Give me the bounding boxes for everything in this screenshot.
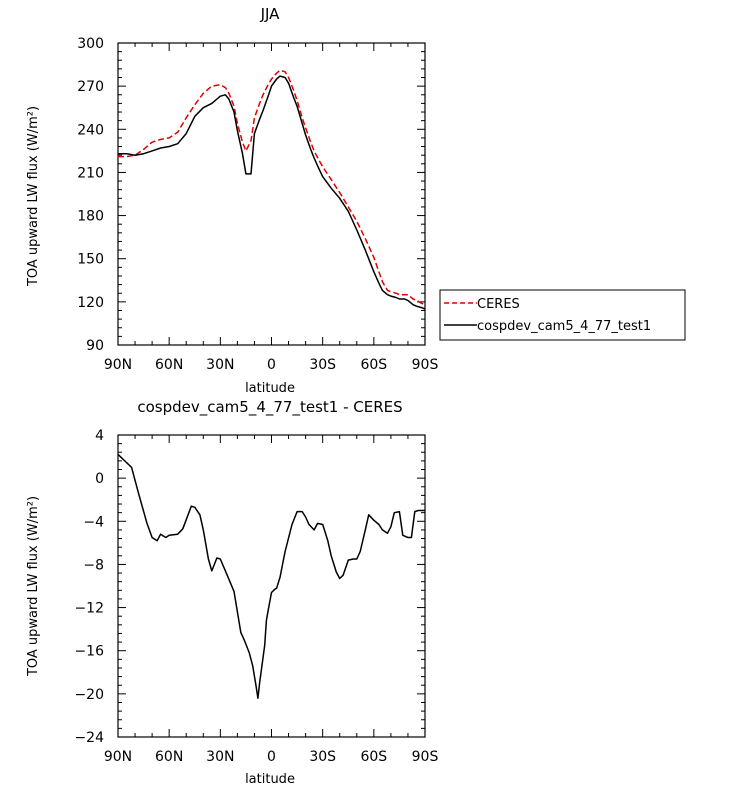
- top-y-tick-label: 180: [77, 209, 104, 225]
- bottom-y-tick-labels: −24 −20 −16 −12 −8 −4 0 4: [74, 428, 104, 746]
- top-y-tick-label: 90: [86, 338, 104, 354]
- bottom-y-tick-label: 0: [95, 471, 104, 487]
- bottom-x-tick-label: 0: [267, 749, 276, 765]
- top-x-tick-label: 60N: [155, 357, 183, 373]
- bottom-y-tick-label: −4: [83, 514, 104, 530]
- top-x-tick-labels: 90N 60N 30N 0 30S 60S 90S: [104, 357, 439, 373]
- top-x-tick-label: 60S: [360, 357, 387, 373]
- top-y-tick-label: 210: [77, 165, 104, 181]
- bottom-y-tick-label: −12: [74, 601, 104, 617]
- bottom-x-tick-label: 90N: [104, 749, 132, 765]
- top-x-tick-label: 30S: [309, 357, 336, 373]
- top-y-tick-label: 150: [77, 252, 104, 268]
- top-series-line-cospdev-cam5-4-77-test1: [118, 75, 426, 310]
- top-axis-ticks: [117, 42, 426, 346]
- bottom-y-tick-label: −8: [83, 557, 104, 573]
- bottom-x-tick-label: 90S: [412, 749, 439, 765]
- top-x-tick-label: 90S: [412, 357, 439, 373]
- top-y-tick-label: 270: [77, 79, 104, 95]
- bottom-series-lines: [117, 453, 425, 699]
- bottom-x-axis-label: latitude: [245, 772, 295, 787]
- bottom-x-tick-label: 60S: [360, 749, 387, 765]
- top-y-tick-label: 240: [77, 122, 104, 138]
- bottom-x-tick-label: 60N: [155, 749, 183, 765]
- bottom-y-axis-label: TOA upward LW flux (W/m²): [26, 496, 41, 677]
- top-series-line-ceres: [118, 69, 426, 306]
- top-x-tick-label: 90N: [104, 357, 132, 373]
- top-panel: JJA 90N 60N 30N 0 30S 60S 90S 90 120 150 180 210 24…: [26, 5, 438, 396]
- bottom-x-tick-label: 30N: [206, 749, 234, 765]
- bottom-y-tick-label: −24: [74, 730, 104, 746]
- bottom-y-tick-label: −20: [74, 687, 104, 703]
- top-y-tick-label: 300: [77, 36, 104, 52]
- bottom-axis-ticks: [117, 434, 426, 738]
- bottom-series-line-difference: [117, 453, 425, 699]
- bottom-chart-title: cospdev_cam5_4_77_test1 - CERES: [137, 398, 402, 417]
- top-y-axis-label: TOA upward LW flux (W/m²): [26, 106, 41, 287]
- bottom-x-tick-label: 30S: [309, 749, 336, 765]
- top-x-tick-label: 30N: [206, 357, 234, 373]
- top-y-tick-label: 120: [77, 295, 104, 311]
- bottom-x-tick-labels: 90N 60N 30N 0 30S 60S 90S: [104, 749, 439, 765]
- legend-label-model: cospdev_cam5_4_77_test1: [477, 319, 651, 334]
- top-y-tick-labels: 90 120 150 180 210 240 270 300: [77, 36, 104, 354]
- legend: CERES cospdev_cam5_4_77_test1: [439, 289, 686, 341]
- top-x-tick-label: 0: [267, 357, 276, 373]
- legend-box: [439, 289, 686, 341]
- bottom-plot-frame: [117, 434, 426, 738]
- bottom-panel: cospdev_cam5_4_77_test1 - CERES 90N 60N 30…: [26, 398, 438, 787]
- top-chart-title: JJA: [260, 5, 281, 23]
- top-x-axis-label: latitude: [245, 381, 295, 396]
- bottom-y-tick-label: −16: [74, 644, 104, 660]
- top-series-lines: [118, 69, 426, 310]
- bottom-y-tick-label: 4: [95, 428, 104, 444]
- legend-label-ceres: CERES: [477, 297, 520, 312]
